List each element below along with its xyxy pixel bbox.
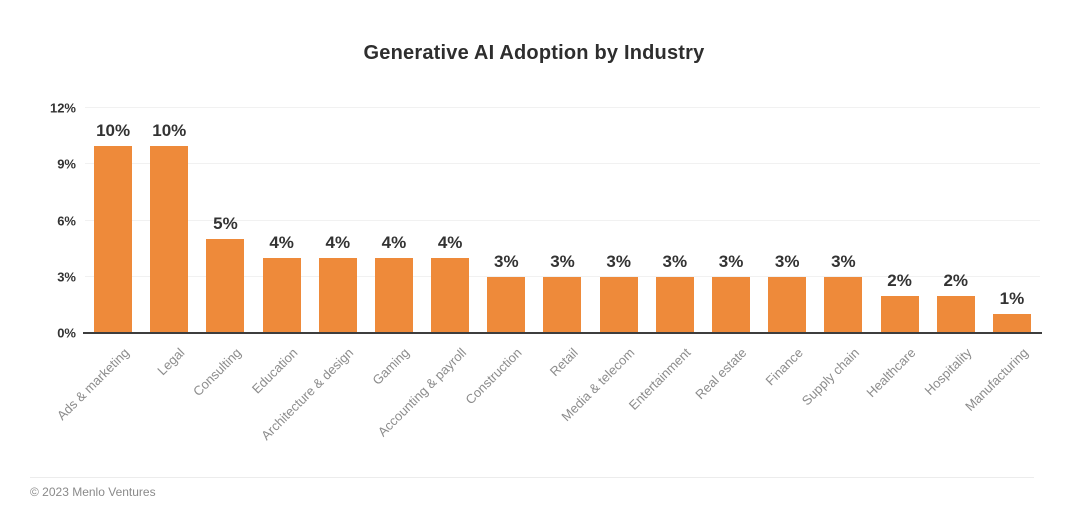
value-label-hospitality: 2% [943, 270, 969, 290]
x-tick-label-legal: Legal [154, 345, 188, 379]
value-label-manufacturing: 1% [999, 289, 1025, 309]
x-tick-label-ads-marketing: Ads & marketing [53, 345, 132, 424]
value-label-entertainment: 3% [662, 251, 688, 271]
value-label-construction: 3% [494, 251, 519, 271]
value-label-consulting: 5% [213, 214, 238, 234]
category-slot-entertainment: 3% [647, 108, 703, 333]
bar-ads-marketing [94, 145, 133, 333]
y-tick-label-0: 0% [57, 325, 76, 341]
category-slot-real-estate: 3% [703, 108, 759, 333]
category-slot-legal: 10% [141, 108, 197, 333]
value-label-supply-chain: 3% [831, 251, 856, 271]
bar-gaming [374, 258, 413, 333]
bar-entertainment [655, 276, 694, 333]
y-tick-label-9: 9% [57, 156, 76, 172]
bar-retail [543, 276, 582, 333]
category-slot-architecture-design: 4% [310, 108, 366, 333]
x-tick-label-healthcare: Healthcare [863, 345, 919, 401]
category-slot-hospitality: 2% [928, 108, 984, 333]
bar-education [262, 258, 301, 333]
x-tick-label-gaming: Gaming [369, 345, 413, 388]
bar-consulting [206, 239, 245, 333]
category-slot-supply-chain: 3% [815, 108, 871, 333]
x-tick-label-finance: Finance [762, 345, 806, 389]
bar-accounting-payroll [431, 258, 470, 333]
bar-legal [150, 145, 189, 333]
category-slot-accounting-payroll: 4% [422, 108, 478, 333]
y-tick-label-6: 6% [57, 213, 76, 228]
gridline-3 [85, 275, 1040, 277]
x-tick-label-retail: Retail [546, 345, 582, 380]
bar-real-estate [712, 276, 751, 333]
category-slot-construction: 3% [478, 108, 534, 333]
value-label-accounting-payroll: 4% [437, 233, 463, 252]
value-label-healthcare: 2% [887, 270, 912, 290]
x-tick-label-real-estate: Real estate [692, 345, 750, 403]
category-slot-gaming: 4% [366, 108, 422, 333]
gridline-12 [85, 107, 1040, 108]
value-label-ads-marketing: 10% [96, 120, 131, 140]
bar-hospitality [936, 295, 975, 333]
copyright-text: © 2023 Menlo Ventures [30, 485, 156, 499]
bar-architecture-design [318, 258, 357, 333]
category-slot-retail: 3% [534, 108, 590, 333]
x-tick-label-consulting: Consulting [190, 345, 245, 400]
value-label-gaming: 4% [381, 233, 407, 252]
x-tick-label-education: Education [248, 345, 301, 397]
bar-supply-chain [824, 276, 863, 333]
x-tick-label-hospitality: Hospitality [921, 345, 975, 399]
category-slot-consulting: 5% [197, 108, 253, 333]
value-label-architecture-design: 4% [325, 233, 351, 252]
x-tick-label-architecture-design: Architecture & design [258, 345, 357, 443]
category-slot-education: 4% [254, 108, 310, 333]
value-label-legal: 10% [152, 120, 187, 140]
x-tick-label-construction: Construction [462, 345, 525, 408]
x-tick-label-supply-chain: Supply chain [798, 345, 862, 409]
x-axis-line [83, 332, 1042, 334]
bar-chart-plot: 0% 3% 6% 9% 12% 10% 10% 5% 4% 4% 4% 4% 3% 3% 3% 3% 3% 3%… [50, 101, 1042, 443]
category-slot-manufacturing: 1% [984, 108, 1040, 333]
value-label-education: 4% [269, 233, 294, 252]
value-label-finance: 3% [774, 251, 800, 271]
gridline-6 [85, 219, 1040, 221]
bar-finance [768, 276, 807, 333]
chart-title: Generative AI Adoption by Industry [363, 42, 705, 64]
y-tick-label-12: 12% [49, 100, 76, 116]
category-slot-media-telecom: 3% [591, 108, 647, 333]
bar-construction [487, 276, 526, 333]
y-tick-label-3: 3% [57, 269, 76, 285]
bar-healthcare [880, 295, 919, 333]
value-label-retail: 3% [550, 251, 575, 271]
gridline-9 [85, 163, 1040, 165]
bar-manufacturing [992, 314, 1031, 333]
category-slot-healthcare: 2% [871, 108, 927, 333]
value-label-real-estate: 3% [718, 251, 744, 271]
value-label-media-telecom: 3% [606, 251, 631, 271]
bar-media-telecom [599, 276, 638, 333]
footer-divider [30, 477, 1034, 478]
category-slot-ads-marketing: 10% [85, 108, 141, 333]
category-slot-finance: 3% [759, 108, 815, 333]
